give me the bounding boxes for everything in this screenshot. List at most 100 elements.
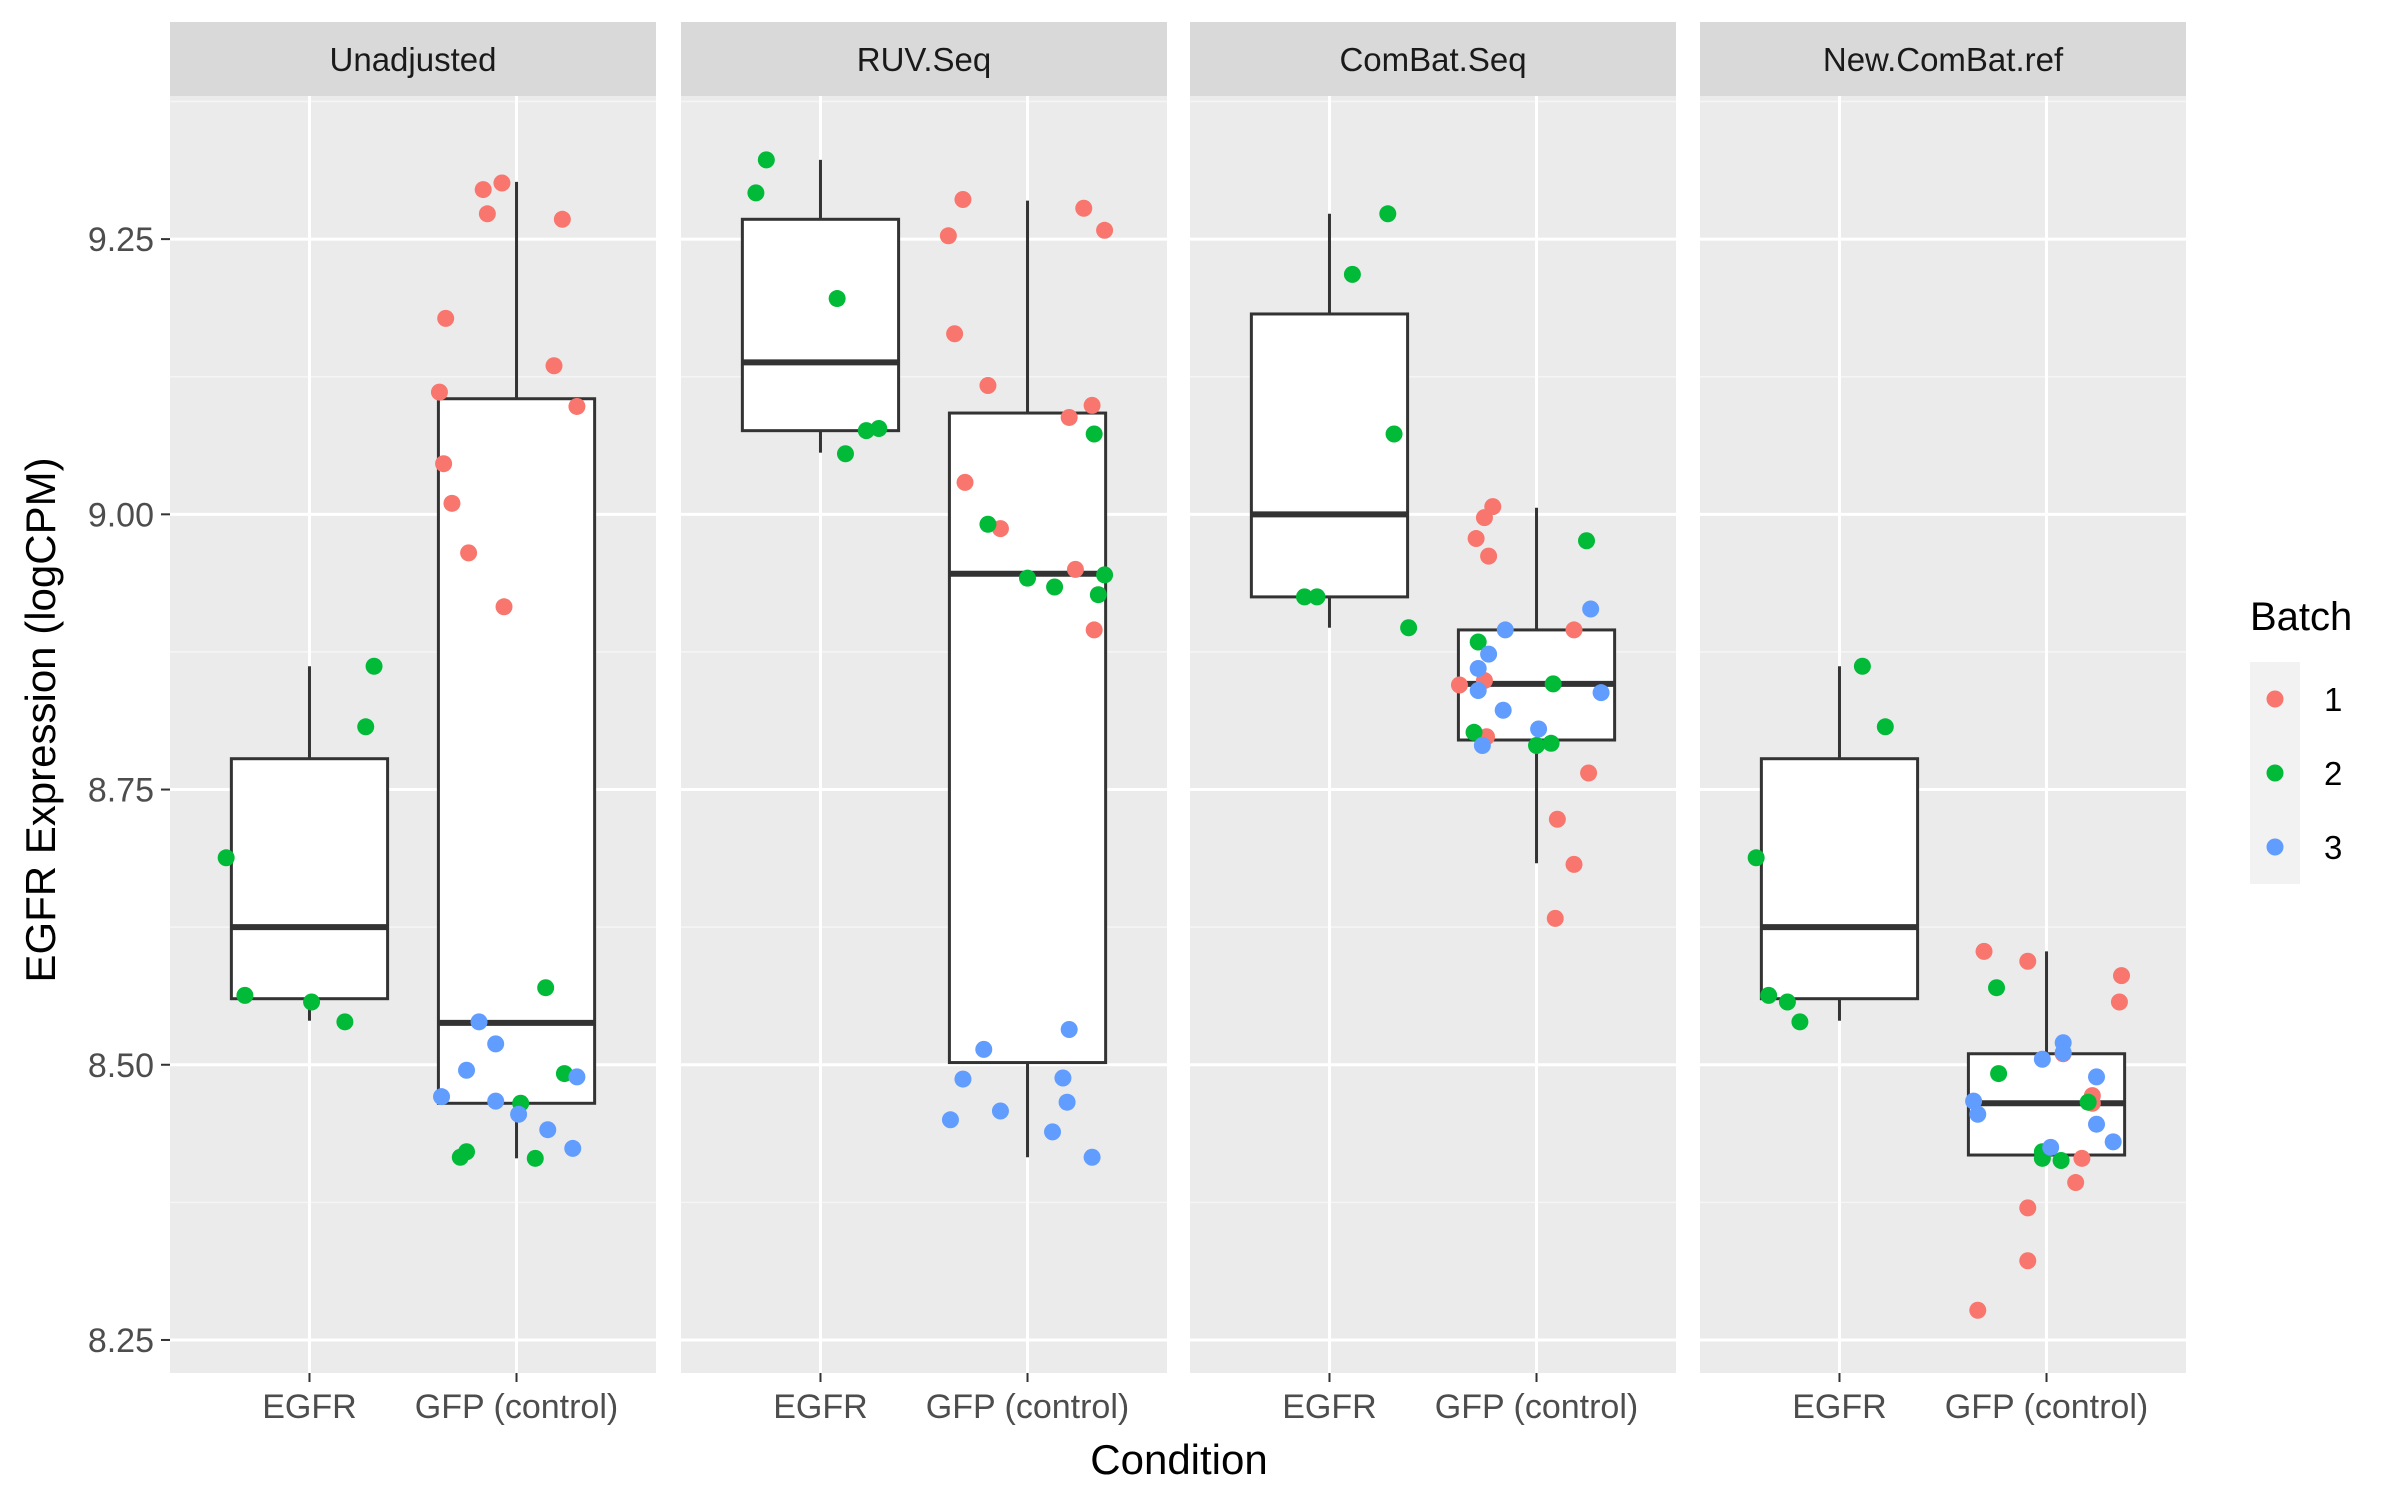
boxplot-egfr (1759, 666, 1920, 1021)
data-point-batch-1 (430, 383, 448, 401)
box-iqr (1249, 312, 1410, 599)
data-point-batch-1 (435, 455, 453, 473)
jitter-points (1747, 657, 2131, 1319)
data-point-batch-2 (2079, 1093, 2097, 1111)
data-point-batch-3 (941, 1111, 959, 1129)
panel-title: Unadjusted (330, 41, 497, 78)
data-point-batch-1 (553, 210, 571, 228)
data-point-batch-1 (939, 227, 957, 245)
data-point-batch-3 (458, 1061, 476, 1079)
box-iqr (229, 757, 390, 1001)
data-point-batch-2 (357, 718, 375, 736)
data-point-batch-3 (1480, 645, 1498, 663)
panel-strip (681, 22, 1167, 96)
data-point-batch-3 (2088, 1115, 2106, 1133)
data-point-batch-3 (975, 1040, 993, 1058)
data-point-batch-2 (217, 849, 235, 867)
y-axis: 8.25 8.50 8.75 9.00 9.25 (88, 221, 170, 1360)
data-point-batch-2 (836, 445, 854, 463)
boxplot-egfr (740, 159, 901, 453)
data-point-batch-1 (2113, 967, 2131, 985)
data-point-batch-3 (1969, 1105, 1987, 1123)
legend-title: Batch (2250, 595, 2352, 639)
data-point-batch-3 (564, 1139, 582, 1157)
data-point-batch-3 (1965, 1092, 1983, 1110)
data-point-batch-1 (474, 181, 492, 199)
data-point-batch-3 (539, 1121, 557, 1139)
data-point-batch-3 (1058, 1093, 1076, 1111)
boxplot-egfr (229, 666, 390, 1021)
data-point-batch-2 (1990, 1065, 2008, 1083)
data-point-batch-1 (545, 357, 563, 375)
panel-title: ComBat.Seq (1339, 41, 1526, 78)
panel-strip (1190, 22, 1676, 96)
jitter-points (217, 174, 586, 1167)
y-tick-label: 9.00 (88, 496, 154, 534)
x-tick-label: GFP (control) (1435, 1388, 1638, 1426)
data-point-batch-2 (336, 1013, 354, 1031)
data-point-batch-3 (1530, 720, 1548, 738)
x-tick-label: EGFR (773, 1388, 867, 1426)
data-point-batch-1 (1450, 676, 1468, 694)
panel-title: RUV.Seq (857, 41, 992, 78)
data-point-batch-3 (1044, 1123, 1062, 1141)
legend-key-batch-1 (2266, 690, 2284, 708)
data-point-batch-1 (1060, 408, 1078, 426)
data-point-batch-3 (2042, 1138, 2060, 1156)
data-point-batch-2 (1085, 425, 1103, 443)
data-point-batch-3 (2033, 1050, 2051, 1068)
data-point-batch-1 (443, 494, 461, 512)
x-tick-label: GFP (control) (415, 1388, 618, 1426)
data-point-batch-2 (828, 290, 846, 308)
data-point-batch-2 (1876, 718, 1894, 736)
data-point-batch-2 (1400, 619, 1418, 637)
data-point-batch-2 (526, 1149, 544, 1167)
data-point-batch-2 (757, 151, 775, 169)
data-point-batch-1 (1480, 547, 1498, 565)
data-point-batch-3 (2104, 1133, 2122, 1151)
x-tick-label: EGFR (1792, 1388, 1886, 1426)
data-point-batch-1 (1546, 909, 1564, 927)
data-point-batch-2 (1469, 633, 1487, 651)
data-point-batch-2 (1528, 737, 1546, 755)
data-point-batch-3 (2054, 1044, 2072, 1062)
panel-0: Unadjusted EGFR GFP (control) (170, 22, 656, 1426)
boxplot-gfp-control (436, 181, 597, 1159)
legend-label: 1 (2324, 681, 2342, 718)
data-point-batch-2 (1385, 425, 1403, 443)
data-point-batch-1 (2073, 1149, 2091, 1167)
data-point-batch-1 (568, 397, 586, 415)
data-point-batch-3 (1494, 701, 1512, 719)
data-point-batch-1 (1085, 621, 1103, 639)
data-point-batch-2 (1295, 588, 1313, 606)
panel-2: ComBat.Seq EGFR GFP (control) (1190, 22, 1676, 1426)
data-point-batch-2 (1019, 569, 1037, 587)
data-point-batch-2 (1791, 1013, 1809, 1031)
data-point-batch-1 (495, 598, 513, 616)
data-point-batch-2 (1578, 532, 1596, 550)
panel-strip (170, 22, 656, 96)
data-point-batch-3 (1592, 684, 1610, 702)
y-tick-label: 8.50 (88, 1047, 154, 1085)
data-point-batch-2 (303, 993, 321, 1011)
data-point-batch-1 (1083, 396, 1101, 414)
data-point-batch-3 (1582, 600, 1600, 618)
data-point-batch-1 (979, 377, 997, 395)
box-iqr (740, 217, 901, 433)
data-point-batch-3 (1469, 681, 1487, 699)
legend: Batch 1 2 3 (2250, 595, 2352, 884)
data-point-batch-1 (493, 174, 511, 192)
data-point-batch-3 (1473, 737, 1491, 755)
data-point-batch-1 (478, 205, 496, 223)
boxplot-egfr (1249, 213, 1410, 628)
data-point-batch-2 (1542, 734, 1560, 752)
data-point-batch-2 (870, 419, 888, 437)
data-point-batch-1 (954, 190, 972, 208)
x-axis-title: Condition (1090, 1436, 1267, 1483)
data-point-batch-2 (2052, 1152, 2070, 1170)
y-tick-label: 8.25 (88, 1322, 154, 1360)
data-point-batch-2 (1308, 588, 1326, 606)
data-point-batch-3 (1469, 659, 1487, 677)
data-point-batch-2 (979, 515, 997, 533)
panel-strip (1700, 22, 2186, 96)
